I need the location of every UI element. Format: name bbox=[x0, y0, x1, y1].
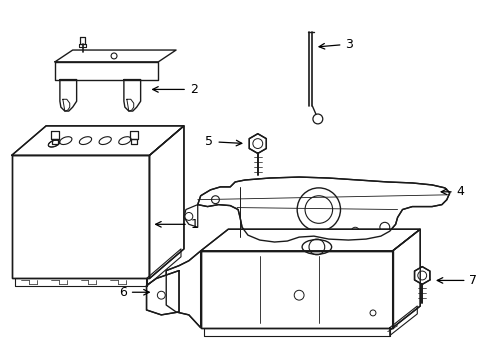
Polygon shape bbox=[197, 177, 449, 242]
Polygon shape bbox=[12, 126, 183, 156]
Polygon shape bbox=[149, 126, 183, 278]
Text: 1: 1 bbox=[155, 218, 198, 231]
Polygon shape bbox=[146, 271, 179, 315]
Text: 5: 5 bbox=[205, 135, 241, 148]
Text: 2: 2 bbox=[152, 83, 197, 96]
Polygon shape bbox=[414, 267, 429, 284]
Text: 3: 3 bbox=[318, 38, 352, 51]
Text: 7: 7 bbox=[436, 274, 476, 287]
Polygon shape bbox=[166, 251, 200, 328]
Polygon shape bbox=[12, 156, 149, 278]
Polygon shape bbox=[392, 229, 419, 328]
Polygon shape bbox=[200, 229, 419, 251]
Text: 6: 6 bbox=[119, 286, 149, 299]
Polygon shape bbox=[200, 251, 392, 328]
Text: 4: 4 bbox=[440, 185, 464, 198]
Polygon shape bbox=[249, 134, 266, 153]
